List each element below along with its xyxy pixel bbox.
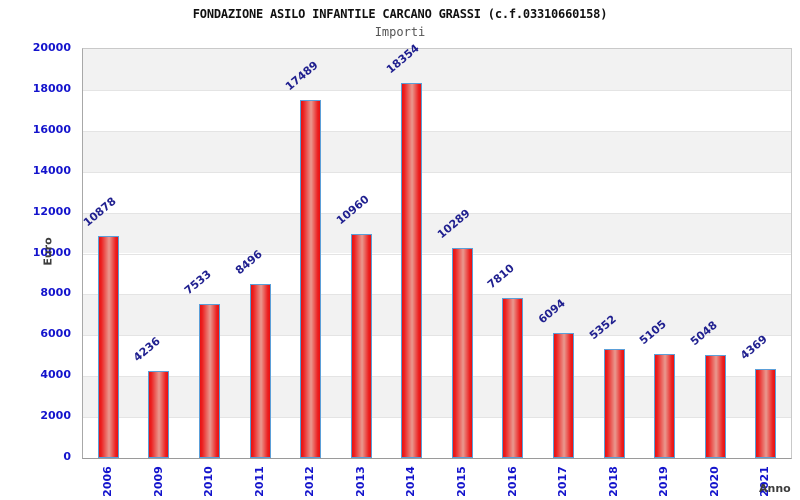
bar <box>249 284 271 458</box>
x-tick-label: 2006 <box>99 461 115 500</box>
gridline <box>83 253 791 255</box>
x-tick-label: 2017 <box>554 461 570 500</box>
gridline <box>83 417 791 419</box>
y-tick-label: 18000 <box>32 81 71 95</box>
chart-title: FONDAZIONE ASILO INFANTILE CARCANO GRASS… <box>192 7 608 21</box>
x-tick-label: 2012 <box>302 461 318 500</box>
x-tick-label: 2019 <box>656 461 672 500</box>
bar <box>148 371 170 458</box>
x-tick-label-text: 2019 <box>657 465 671 497</box>
grid-band <box>83 335 791 377</box>
grid-band <box>83 130 791 172</box>
gridline <box>83 335 791 337</box>
y-tick-label: 0 <box>63 450 71 463</box>
y-tick-label: 8000 <box>40 286 71 300</box>
bar <box>401 82 423 458</box>
x-tick-label-text: 2017 <box>555 465 569 497</box>
bar <box>654 353 676 458</box>
grid-band <box>83 417 791 458</box>
x-tick-label-text: 2006 <box>100 465 114 497</box>
y-tick-label: 10000 <box>32 245 71 259</box>
x-tick-label: 2016 <box>504 461 520 500</box>
grid-band <box>83 89 791 131</box>
bar <box>198 303 220 458</box>
x-tick-label-text: 2018 <box>606 465 620 497</box>
y-tick-label: 12000 <box>32 204 71 218</box>
x-tick-label-text: 2020 <box>707 465 721 497</box>
y-tick-label: 2000 <box>40 409 71 423</box>
y-tick-label: 16000 <box>32 122 71 136</box>
x-tick-label: 2018 <box>605 461 621 500</box>
gridline <box>83 376 791 378</box>
gridline <box>83 130 791 132</box>
bar <box>704 354 726 458</box>
gridline <box>83 212 791 214</box>
gridline <box>83 171 791 173</box>
y-axis-title-text: Euro <box>41 236 55 266</box>
bar <box>755 368 777 458</box>
y-axis-title: Euro <box>40 230 56 272</box>
y-tick-label: 4000 <box>40 368 71 382</box>
x-tick-label-text: 2009 <box>151 465 165 497</box>
grid-band <box>83 253 791 295</box>
gridline <box>83 294 791 296</box>
x-tick-label-text: 2011 <box>252 465 266 497</box>
bar <box>350 233 372 458</box>
x-tick-label-text: 2014 <box>404 465 418 497</box>
grid-band <box>83 49 791 90</box>
x-tick-label: 2015 <box>453 461 469 500</box>
x-tick-label-text: 2010 <box>201 465 215 497</box>
x-tick-label: 2013 <box>352 461 368 500</box>
gridline <box>83 89 791 91</box>
x-axis-title-text: Anno <box>759 482 791 495</box>
y-tick-label: 14000 <box>32 163 71 177</box>
y-tick-label: 6000 <box>40 327 71 341</box>
x-tick-label-text: 2015 <box>454 465 468 497</box>
bar <box>451 247 473 458</box>
grid-band <box>83 212 791 254</box>
bar <box>97 235 119 458</box>
bar <box>300 100 322 458</box>
plot-area <box>82 48 792 459</box>
x-tick-label: 2010 <box>200 461 216 500</box>
bar <box>552 333 574 458</box>
grid-band <box>83 294 791 336</box>
x-tick-label: 2020 <box>706 461 722 500</box>
grid-band <box>83 171 791 213</box>
bar <box>603 348 625 458</box>
x-tick-label: 2011 <box>251 461 267 500</box>
x-tick-label-text: 2016 <box>505 465 519 497</box>
x-tick-label-text: 2013 <box>353 465 367 497</box>
x-tick-label: 2009 <box>150 461 166 500</box>
chart-subtitle: Importi <box>374 25 426 39</box>
y-tick-label: 20000 <box>32 41 71 54</box>
grid-band <box>83 376 791 418</box>
x-tick-label: 2014 <box>403 461 419 500</box>
x-tick-label-text: 2012 <box>303 465 317 497</box>
bar <box>502 298 524 458</box>
x-axis-title: Anno <box>759 482 791 495</box>
